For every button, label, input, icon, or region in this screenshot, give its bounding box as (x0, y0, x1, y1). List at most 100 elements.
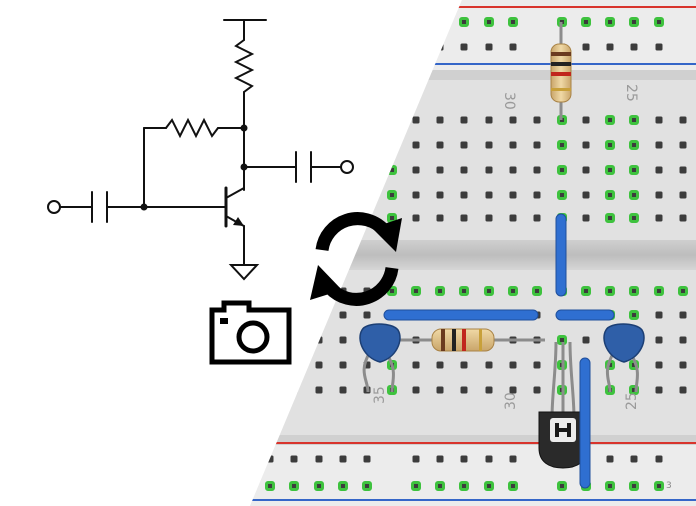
breadboard-hole (339, 455, 347, 463)
jumper-wire-left (383, 309, 539, 321)
breadboard-hole (485, 386, 493, 394)
breadboard-hole (509, 361, 517, 369)
breadboard-hole (339, 311, 347, 319)
breadboard-hole (605, 213, 615, 223)
breadboard-hole (509, 116, 517, 124)
breadboard-hole (435, 17, 445, 27)
breadboard-hole (290, 43, 298, 51)
breadboard-hole (557, 190, 567, 200)
breadboard-hole (509, 386, 517, 394)
breadboard-hole (314, 17, 324, 27)
breadboard-hole (290, 311, 298, 319)
breadboard-hole (387, 213, 397, 223)
breadboard-hole (363, 43, 371, 51)
breadboard-hole (582, 141, 590, 149)
rail-groove-bottom (250, 435, 696, 445)
breadboard-hole (266, 141, 274, 149)
breadboard-hole (485, 191, 493, 199)
breadboard-hole (582, 43, 590, 51)
breadboard-hole (508, 17, 518, 27)
breadboard-hole (460, 214, 468, 222)
breadboard-hole (290, 287, 298, 295)
breadboard-hole (290, 191, 298, 199)
breadboard-hole (581, 17, 591, 27)
breadboard-hole (582, 166, 590, 174)
breadboard-hole (266, 191, 274, 199)
breadboard-hole (629, 190, 639, 200)
breadboard-hole (485, 361, 493, 369)
breadboard-hole (655, 166, 663, 174)
breadboard-hole (435, 286, 445, 296)
top-power-rail (250, 0, 696, 70)
breadboard-hole (315, 336, 323, 344)
breadboard-hole (338, 481, 348, 491)
breadboard-hole (289, 17, 299, 27)
breadboard-hole (459, 481, 469, 491)
breadboard-hole (679, 214, 687, 222)
breadboard-hole (412, 191, 420, 199)
breadboard-hole (485, 214, 493, 222)
output-terminal (340, 160, 354, 174)
breadboard-hole (411, 481, 421, 491)
breadboard-output-capacitor (603, 323, 645, 363)
breadboard-hole (484, 17, 494, 27)
breadboard-hole (315, 43, 323, 51)
breadboard-hole (411, 286, 421, 296)
breadboard-hole (679, 166, 687, 174)
breadboard-hole (605, 165, 615, 175)
breadboard-hole (533, 191, 541, 199)
schematic-junctions (140, 124, 248, 211)
breadboard-hole (485, 141, 493, 149)
breadboard-hole (412, 141, 420, 149)
breadboard-hole (339, 116, 347, 124)
breadboard-hole (460, 166, 468, 174)
breadboard-hole (265, 481, 275, 491)
breadboard-hole (459, 17, 469, 27)
breadboard-hole (679, 386, 687, 394)
breadboard-hole (315, 214, 323, 222)
breadboard-hole (629, 213, 639, 223)
junction-dot (240, 124, 248, 132)
breadboard-collector-resistor (550, 22, 572, 120)
breadboard-hole (460, 361, 468, 369)
breadboard-hole (605, 115, 615, 125)
refresh-arrowheads (310, 218, 402, 300)
breadboard-hole (629, 17, 639, 27)
breadboard-hole (412, 214, 420, 222)
breadboard-bias-resistor (392, 328, 545, 352)
breadboard-hole (363, 455, 371, 463)
breadboard-hole (412, 116, 420, 124)
breadboard-hole (266, 43, 274, 51)
breadboard-hole (533, 214, 541, 222)
breadboard-transistor (538, 411, 588, 469)
breadboard-hole (435, 481, 445, 491)
breadboard-hole (460, 116, 468, 124)
breadboard-hole (290, 141, 298, 149)
breadboard-hole (266, 116, 274, 124)
breadboard-hole (655, 191, 663, 199)
schematic-bias-resistor (165, 117, 219, 139)
breadboard-hole (436, 386, 444, 394)
breadboard-hole (290, 116, 298, 124)
breadboard-hole (509, 455, 517, 463)
column-label-top-30: 30 (501, 92, 517, 110)
breadboard-hole (315, 386, 323, 394)
breadboard-hole (363, 166, 371, 174)
breadboard-hole (655, 311, 663, 319)
breadboard-hole (362, 481, 372, 491)
breadboard-hole (387, 140, 397, 150)
jumper-wire-vertical (555, 213, 567, 297)
breadboard-hole (266, 386, 274, 394)
breadboard-hole (460, 141, 468, 149)
breadboard-hole (533, 361, 541, 369)
breadboard-hole (387, 190, 397, 200)
breadboard-hole (363, 116, 371, 124)
breadboard-hole (508, 481, 518, 491)
column-label-bottom-30: 30 (503, 392, 519, 410)
column-label-top-25: 25 (623, 84, 639, 102)
breadboard-hole (290, 214, 298, 222)
breadboard-hole (460, 43, 468, 51)
emitter-arrow (233, 217, 244, 226)
junction-dot (140, 203, 148, 211)
